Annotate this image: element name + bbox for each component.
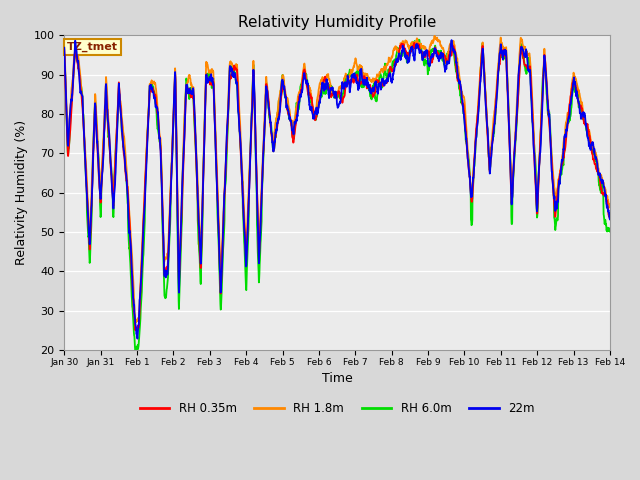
RH 1.8m [132, 320, 140, 326]
X-axis label: Time: Time [322, 372, 353, 385]
22m [591, 146, 598, 152]
22m [326, 91, 333, 97]
Legend: RH 0.35m, RH 1.8m, RH 6.0m, 22m: RH 0.35m, RH 1.8m, RH 6.0m, 22m [135, 397, 540, 420]
22m [491, 121, 499, 127]
RH 1.8m [431, 33, 438, 39]
Y-axis label: Relativity Humidity (%): Relativity Humidity (%) [15, 120, 28, 265]
RH 6.0m [312, 116, 319, 122]
RH 1.8m [591, 148, 598, 154]
RH 0.35m [410, 40, 418, 46]
RH 0.35m [491, 120, 499, 126]
RH 1.8m [88, 172, 96, 178]
RH 1.8m [491, 108, 499, 114]
RH 0.35m [312, 117, 319, 123]
RH 0.35m [88, 188, 96, 193]
22m [312, 108, 319, 114]
RH 1.8m [326, 78, 333, 84]
Line: RH 0.35m: RH 0.35m [64, 43, 610, 330]
22m [134, 336, 141, 341]
RH 1.8m [606, 204, 614, 210]
RH 1.8m [591, 147, 598, 153]
RH 0.35m [326, 88, 333, 94]
RH 0.35m [131, 327, 139, 333]
RH 6.0m [606, 228, 614, 234]
RH 0.35m [60, 47, 68, 52]
22m [448, 37, 456, 43]
RH 0.35m [606, 216, 614, 221]
RH 6.0m [415, 37, 422, 43]
RH 6.0m [60, 42, 68, 48]
RH 6.0m [88, 183, 96, 189]
Line: RH 1.8m: RH 1.8m [64, 36, 610, 323]
Title: Relativity Humidity Profile: Relativity Humidity Profile [238, 15, 436, 30]
Line: RH 6.0m: RH 6.0m [64, 40, 610, 350]
RH 6.0m [131, 348, 139, 353]
RH 6.0m [591, 151, 598, 157]
RH 1.8m [312, 113, 319, 119]
RH 0.35m [591, 161, 598, 167]
22m [60, 45, 68, 50]
RH 1.8m [60, 37, 68, 43]
Text: TZ_tmet: TZ_tmet [67, 42, 118, 52]
22m [88, 186, 96, 192]
RH 6.0m [591, 152, 598, 157]
RH 0.35m [591, 159, 598, 165]
RH 6.0m [326, 82, 333, 88]
RH 6.0m [491, 120, 499, 126]
22m [591, 151, 598, 156]
Line: 22m: 22m [64, 40, 610, 338]
22m [606, 216, 614, 222]
